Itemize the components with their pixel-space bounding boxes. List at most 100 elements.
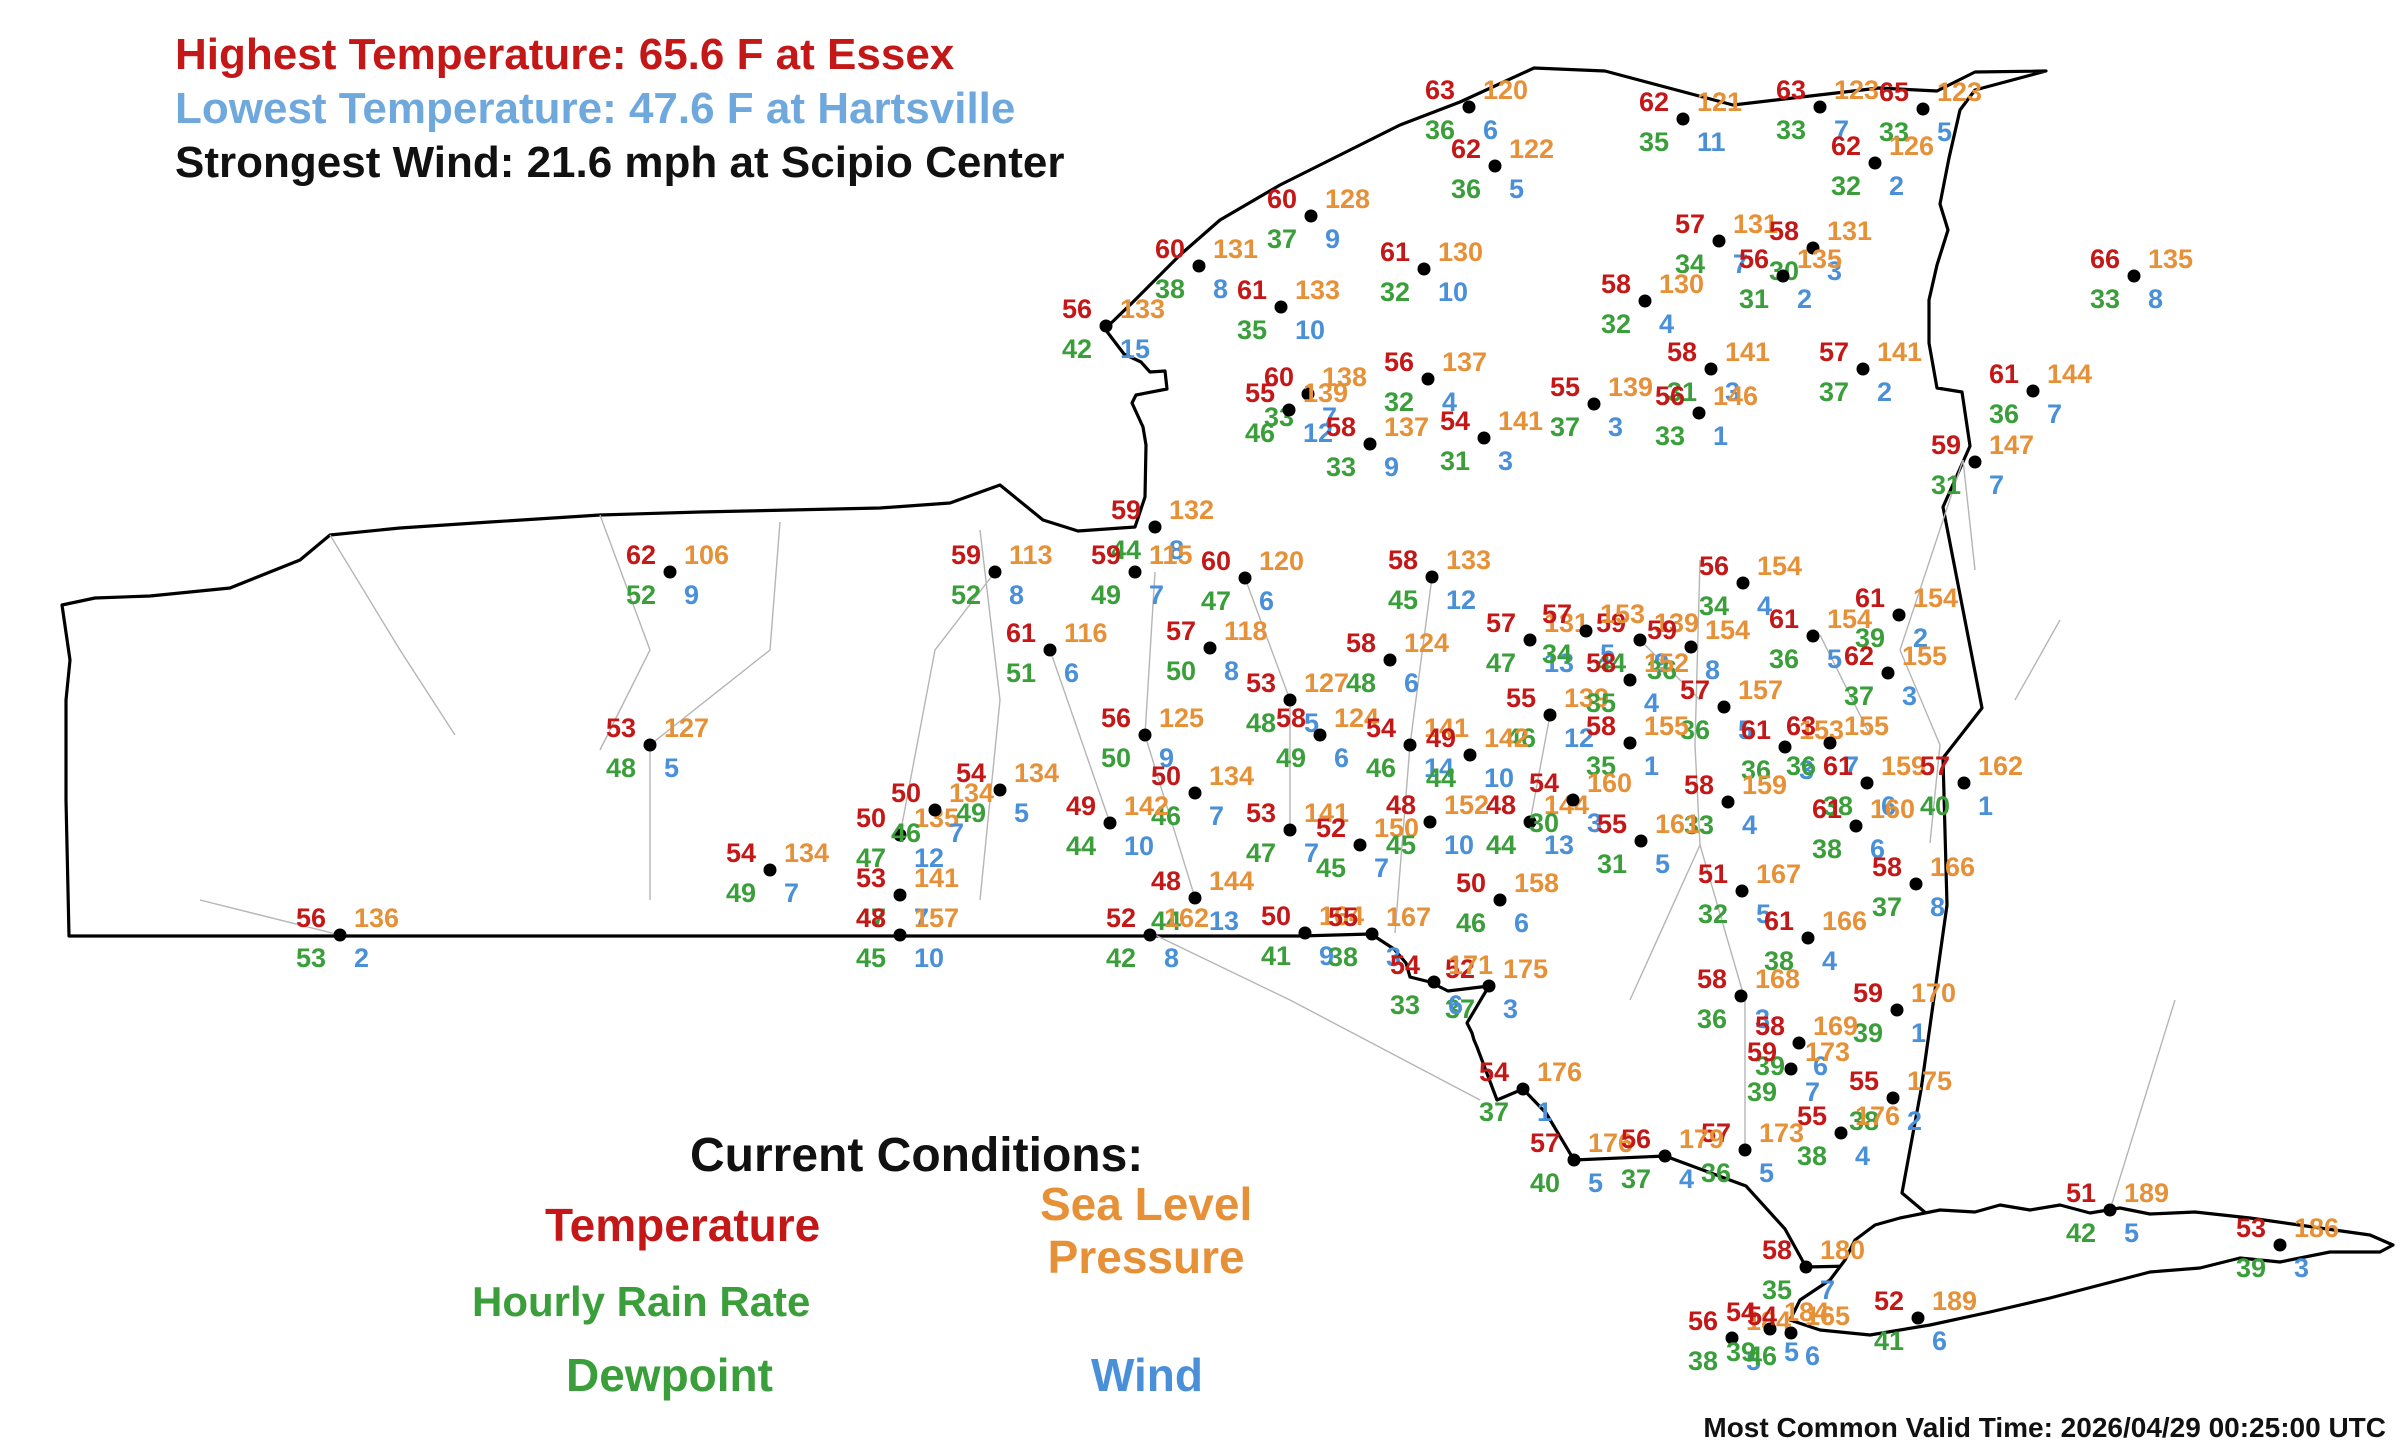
svg-text:133: 133 xyxy=(1446,545,1491,575)
svg-text:47: 47 xyxy=(1486,648,1516,678)
svg-text:5: 5 xyxy=(2124,1218,2139,1248)
svg-text:51: 51 xyxy=(1698,859,1728,889)
svg-text:2: 2 xyxy=(1877,377,1892,407)
svg-text:62: 62 xyxy=(1451,134,1481,164)
svg-text:15: 15 xyxy=(1120,334,1150,364)
svg-text:62: 62 xyxy=(1844,641,1874,671)
svg-text:55: 55 xyxy=(1597,809,1627,839)
svg-text:57: 57 xyxy=(1530,1128,1560,1158)
svg-text:133: 133 xyxy=(1120,294,1165,324)
svg-text:48: 48 xyxy=(1246,708,1276,738)
svg-text:5: 5 xyxy=(1784,1337,1799,1367)
svg-text:157: 157 xyxy=(1738,675,1783,705)
svg-text:59: 59 xyxy=(1747,1037,1777,1067)
svg-text:4: 4 xyxy=(1659,309,1674,339)
svg-text:6: 6 xyxy=(1448,990,1463,1020)
svg-text:58: 58 xyxy=(1326,412,1356,442)
svg-text:33: 33 xyxy=(1390,990,1420,1020)
svg-text:50: 50 xyxy=(891,778,921,808)
svg-text:32: 32 xyxy=(1698,899,1728,929)
svg-text:46: 46 xyxy=(891,818,921,848)
svg-text:45: 45 xyxy=(1388,585,1418,615)
svg-text:131: 131 xyxy=(1213,234,1258,264)
svg-text:48: 48 xyxy=(856,903,886,933)
svg-text:66: 66 xyxy=(2090,244,2120,274)
svg-text:168: 168 xyxy=(1755,964,1800,994)
svg-text:61: 61 xyxy=(1237,275,1267,305)
svg-text:1: 1 xyxy=(1978,791,1993,821)
svg-text:53: 53 xyxy=(1246,668,1276,698)
svg-text:173: 173 xyxy=(1805,1037,1850,1067)
svg-text:175: 175 xyxy=(1503,954,1548,984)
svg-text:30: 30 xyxy=(1529,808,1559,838)
svg-text:186: 186 xyxy=(2294,1213,2339,1243)
svg-text:137: 137 xyxy=(1384,412,1429,442)
svg-text:54: 54 xyxy=(1479,1057,1509,1087)
svg-text:36: 36 xyxy=(1697,1004,1727,1034)
svg-text:48: 48 xyxy=(1346,668,1376,698)
svg-text:5: 5 xyxy=(664,753,679,783)
svg-text:6: 6 xyxy=(1805,1341,1820,1371)
svg-text:54: 54 xyxy=(1529,768,1559,798)
svg-text:49: 49 xyxy=(1091,580,1121,610)
svg-text:10: 10 xyxy=(1484,763,1514,793)
svg-text:2: 2 xyxy=(354,943,369,973)
svg-text:146: 146 xyxy=(1713,381,1758,411)
svg-text:56: 56 xyxy=(296,903,326,933)
svg-text:36: 36 xyxy=(1701,1158,1731,1188)
svg-text:58: 58 xyxy=(1697,964,1727,994)
svg-text:4: 4 xyxy=(1742,810,1757,840)
svg-text:37: 37 xyxy=(1550,412,1580,442)
svg-text:141: 141 xyxy=(1877,337,1922,367)
svg-text:33: 33 xyxy=(2090,284,2120,314)
svg-text:31: 31 xyxy=(1739,284,1769,314)
svg-text:7: 7 xyxy=(784,878,799,908)
svg-text:10: 10 xyxy=(1444,830,1474,860)
svg-text:141: 141 xyxy=(914,863,959,893)
svg-text:8: 8 xyxy=(1213,274,1228,304)
svg-text:58: 58 xyxy=(1762,1235,1792,1265)
svg-text:34: 34 xyxy=(1542,639,1572,669)
svg-text:12: 12 xyxy=(1446,585,1476,615)
svg-text:44: 44 xyxy=(1426,763,1456,793)
svg-text:38: 38 xyxy=(1812,834,1842,864)
svg-text:6: 6 xyxy=(1404,668,1419,698)
svg-text:9: 9 xyxy=(1384,452,1399,482)
svg-text:176: 176 xyxy=(1855,1101,1900,1131)
svg-text:31: 31 xyxy=(1597,849,1627,879)
svg-text:8: 8 xyxy=(1224,656,1239,686)
svg-text:61: 61 xyxy=(1741,715,1771,745)
svg-text:180: 180 xyxy=(1820,1235,1865,1265)
svg-text:40: 40 xyxy=(1530,1168,1560,1198)
svg-text:3: 3 xyxy=(2294,1253,2309,1283)
svg-text:51: 51 xyxy=(2066,1178,2096,1208)
svg-text:61: 61 xyxy=(1812,794,1842,824)
svg-text:4: 4 xyxy=(1855,1141,1870,1171)
svg-text:7: 7 xyxy=(1209,801,1224,831)
svg-text:46: 46 xyxy=(1747,1341,1777,1371)
svg-text:130: 130 xyxy=(1659,269,1704,299)
svg-text:56: 56 xyxy=(1101,703,1131,733)
svg-text:57: 57 xyxy=(1819,337,1849,367)
svg-text:37: 37 xyxy=(1267,224,1297,254)
svg-text:56: 56 xyxy=(1621,1124,1651,1154)
svg-text:135: 135 xyxy=(2148,244,2193,274)
svg-text:50: 50 xyxy=(1151,761,1181,791)
svg-text:51: 51 xyxy=(1006,658,1036,688)
svg-text:157: 157 xyxy=(914,903,959,933)
svg-text:147: 147 xyxy=(1989,430,2034,460)
svg-text:55: 55 xyxy=(1550,372,1580,402)
svg-text:62: 62 xyxy=(1639,87,1669,117)
svg-text:126: 126 xyxy=(1889,131,1934,161)
svg-text:65: 65 xyxy=(1879,77,1909,107)
svg-text:127: 127 xyxy=(1304,668,1349,698)
svg-text:53: 53 xyxy=(856,863,886,893)
svg-text:3: 3 xyxy=(1498,446,1513,476)
svg-text:57: 57 xyxy=(1542,599,1572,629)
svg-text:160: 160 xyxy=(1587,768,1632,798)
svg-text:179: 179 xyxy=(1679,1124,1724,1154)
svg-text:154: 154 xyxy=(1913,583,1958,613)
svg-text:50: 50 xyxy=(856,803,886,833)
svg-text:39: 39 xyxy=(1747,1077,1777,1107)
svg-text:155: 155 xyxy=(1902,641,1947,671)
